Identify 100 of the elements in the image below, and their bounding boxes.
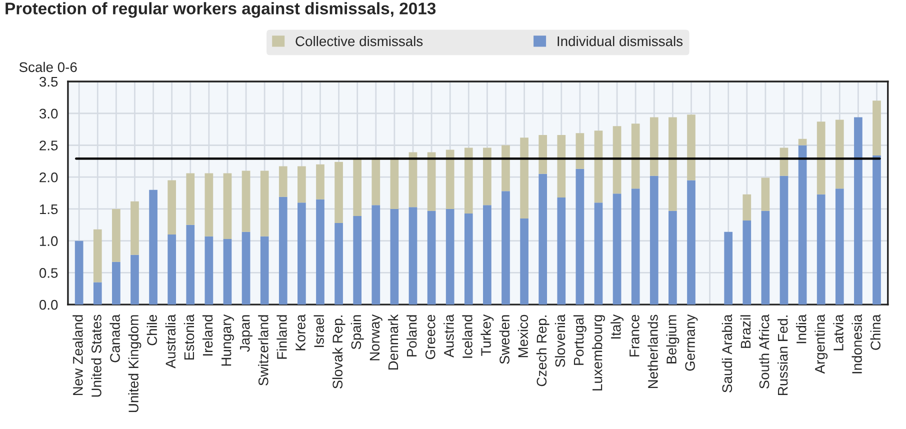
bar [93,282,102,305]
x-tick-label: Spain [350,315,364,350]
bar [74,240,84,305]
bar [298,202,306,305]
bar [835,120,844,189]
bar [798,145,807,305]
x-tick-label: Poland [406,315,417,356]
bar [316,199,324,305]
x-tick-label: Russian Fed. [778,316,788,395]
x-tick-label: New Zealand [72,315,83,395]
bar [835,188,844,305]
bar [483,148,492,206]
legend-label: Collective dismissals [296,36,423,46]
x-tick-label: Australia [165,314,176,368]
bar [168,234,176,305]
x-tick-label: Sweden [499,315,510,364]
bar [631,124,640,189]
bar [724,232,733,305]
bar [668,117,677,211]
x-tick-label: Israel [314,315,324,347]
bar [242,170,250,232]
x-tick-label: South Africa [758,314,770,389]
bar [149,190,158,305]
bar [612,126,622,194]
bar [761,178,770,211]
bar [334,162,343,224]
x-tick-label: Netherlands [648,314,658,388]
y-tick-label: 0.0 [39,300,58,310]
bar [130,201,139,255]
x-tick-label: Germany [685,314,698,371]
y-axis-title: Scale 0-6 [19,62,77,72]
x-tick-label: Japan [240,315,253,352]
bar [780,176,788,305]
x-tick-label: Ireland [202,315,213,356]
x-tick-label: Portugal [573,315,586,365]
bar [372,157,380,206]
bar [446,150,454,209]
chart-title: Protection of regular workers against dismissals, 2013 [6,2,436,18]
bar [242,232,250,305]
bar [316,164,324,200]
bar [761,210,770,305]
x-tick-label: Saudi Arabia [722,314,732,392]
y-tick-label: 1.5 [40,204,58,214]
bar [168,180,176,234]
bar [557,198,566,305]
bar [260,236,269,305]
x-tick-label: Austria [444,314,454,358]
x-tick-label: Luxembourg [592,315,605,390]
bar [223,238,232,305]
bar [612,194,622,305]
bar [353,158,362,216]
bar [538,135,548,174]
x-tick-label: Slovak Rep. [332,316,346,389]
x-tick-label: Brazil [740,315,751,348]
x-tick-label: Hungary [222,314,234,366]
bar [576,168,584,305]
bar [353,216,362,305]
bar [483,205,492,305]
bar [742,220,752,305]
bar [464,148,473,214]
bar [427,210,436,305]
bar [650,176,658,305]
bar [502,191,510,305]
y-tick-label: 0.5 [39,268,58,278]
bar [594,202,603,305]
bar [334,223,343,305]
bar [186,173,195,225]
bar [538,174,548,305]
x-tick-label: Latvia [833,314,844,350]
y-tick-label: 1.0 [40,236,58,246]
bar [260,170,269,236]
x-tick-label: Mexico [518,314,528,358]
bar [223,173,232,239]
x-tick-label: Denmark [388,314,398,370]
bar [631,188,640,305]
bar [557,135,566,198]
bar [594,130,603,203]
bar [427,152,436,211]
bar [668,210,677,305]
bar [650,117,658,176]
y-tick-label: 2.5 [40,140,58,150]
x-tick-label: Greece [425,314,436,360]
y-tick-label: 3.0 [39,108,58,119]
bar [408,152,418,208]
bar [854,117,862,305]
bar [798,138,807,146]
x-tick-label: India [796,314,806,344]
x-tick-label: Slovenia [554,314,566,367]
x-tick-label: Indonesia [852,314,862,374]
x-tick-label: United States [91,314,102,397]
bar [576,133,584,169]
x-tick-label: Canada [110,314,120,362]
x-tick-label: Argentina [814,314,828,374]
bar [408,207,418,305]
y-tick-label: 3.5 [39,76,58,87]
x-tick-label: Switzerland [258,315,268,386]
x-tick-label: Norway [370,314,382,360]
x-tick-label: United Kingdom [128,315,142,412]
bar [130,254,139,305]
bar [816,122,826,194]
